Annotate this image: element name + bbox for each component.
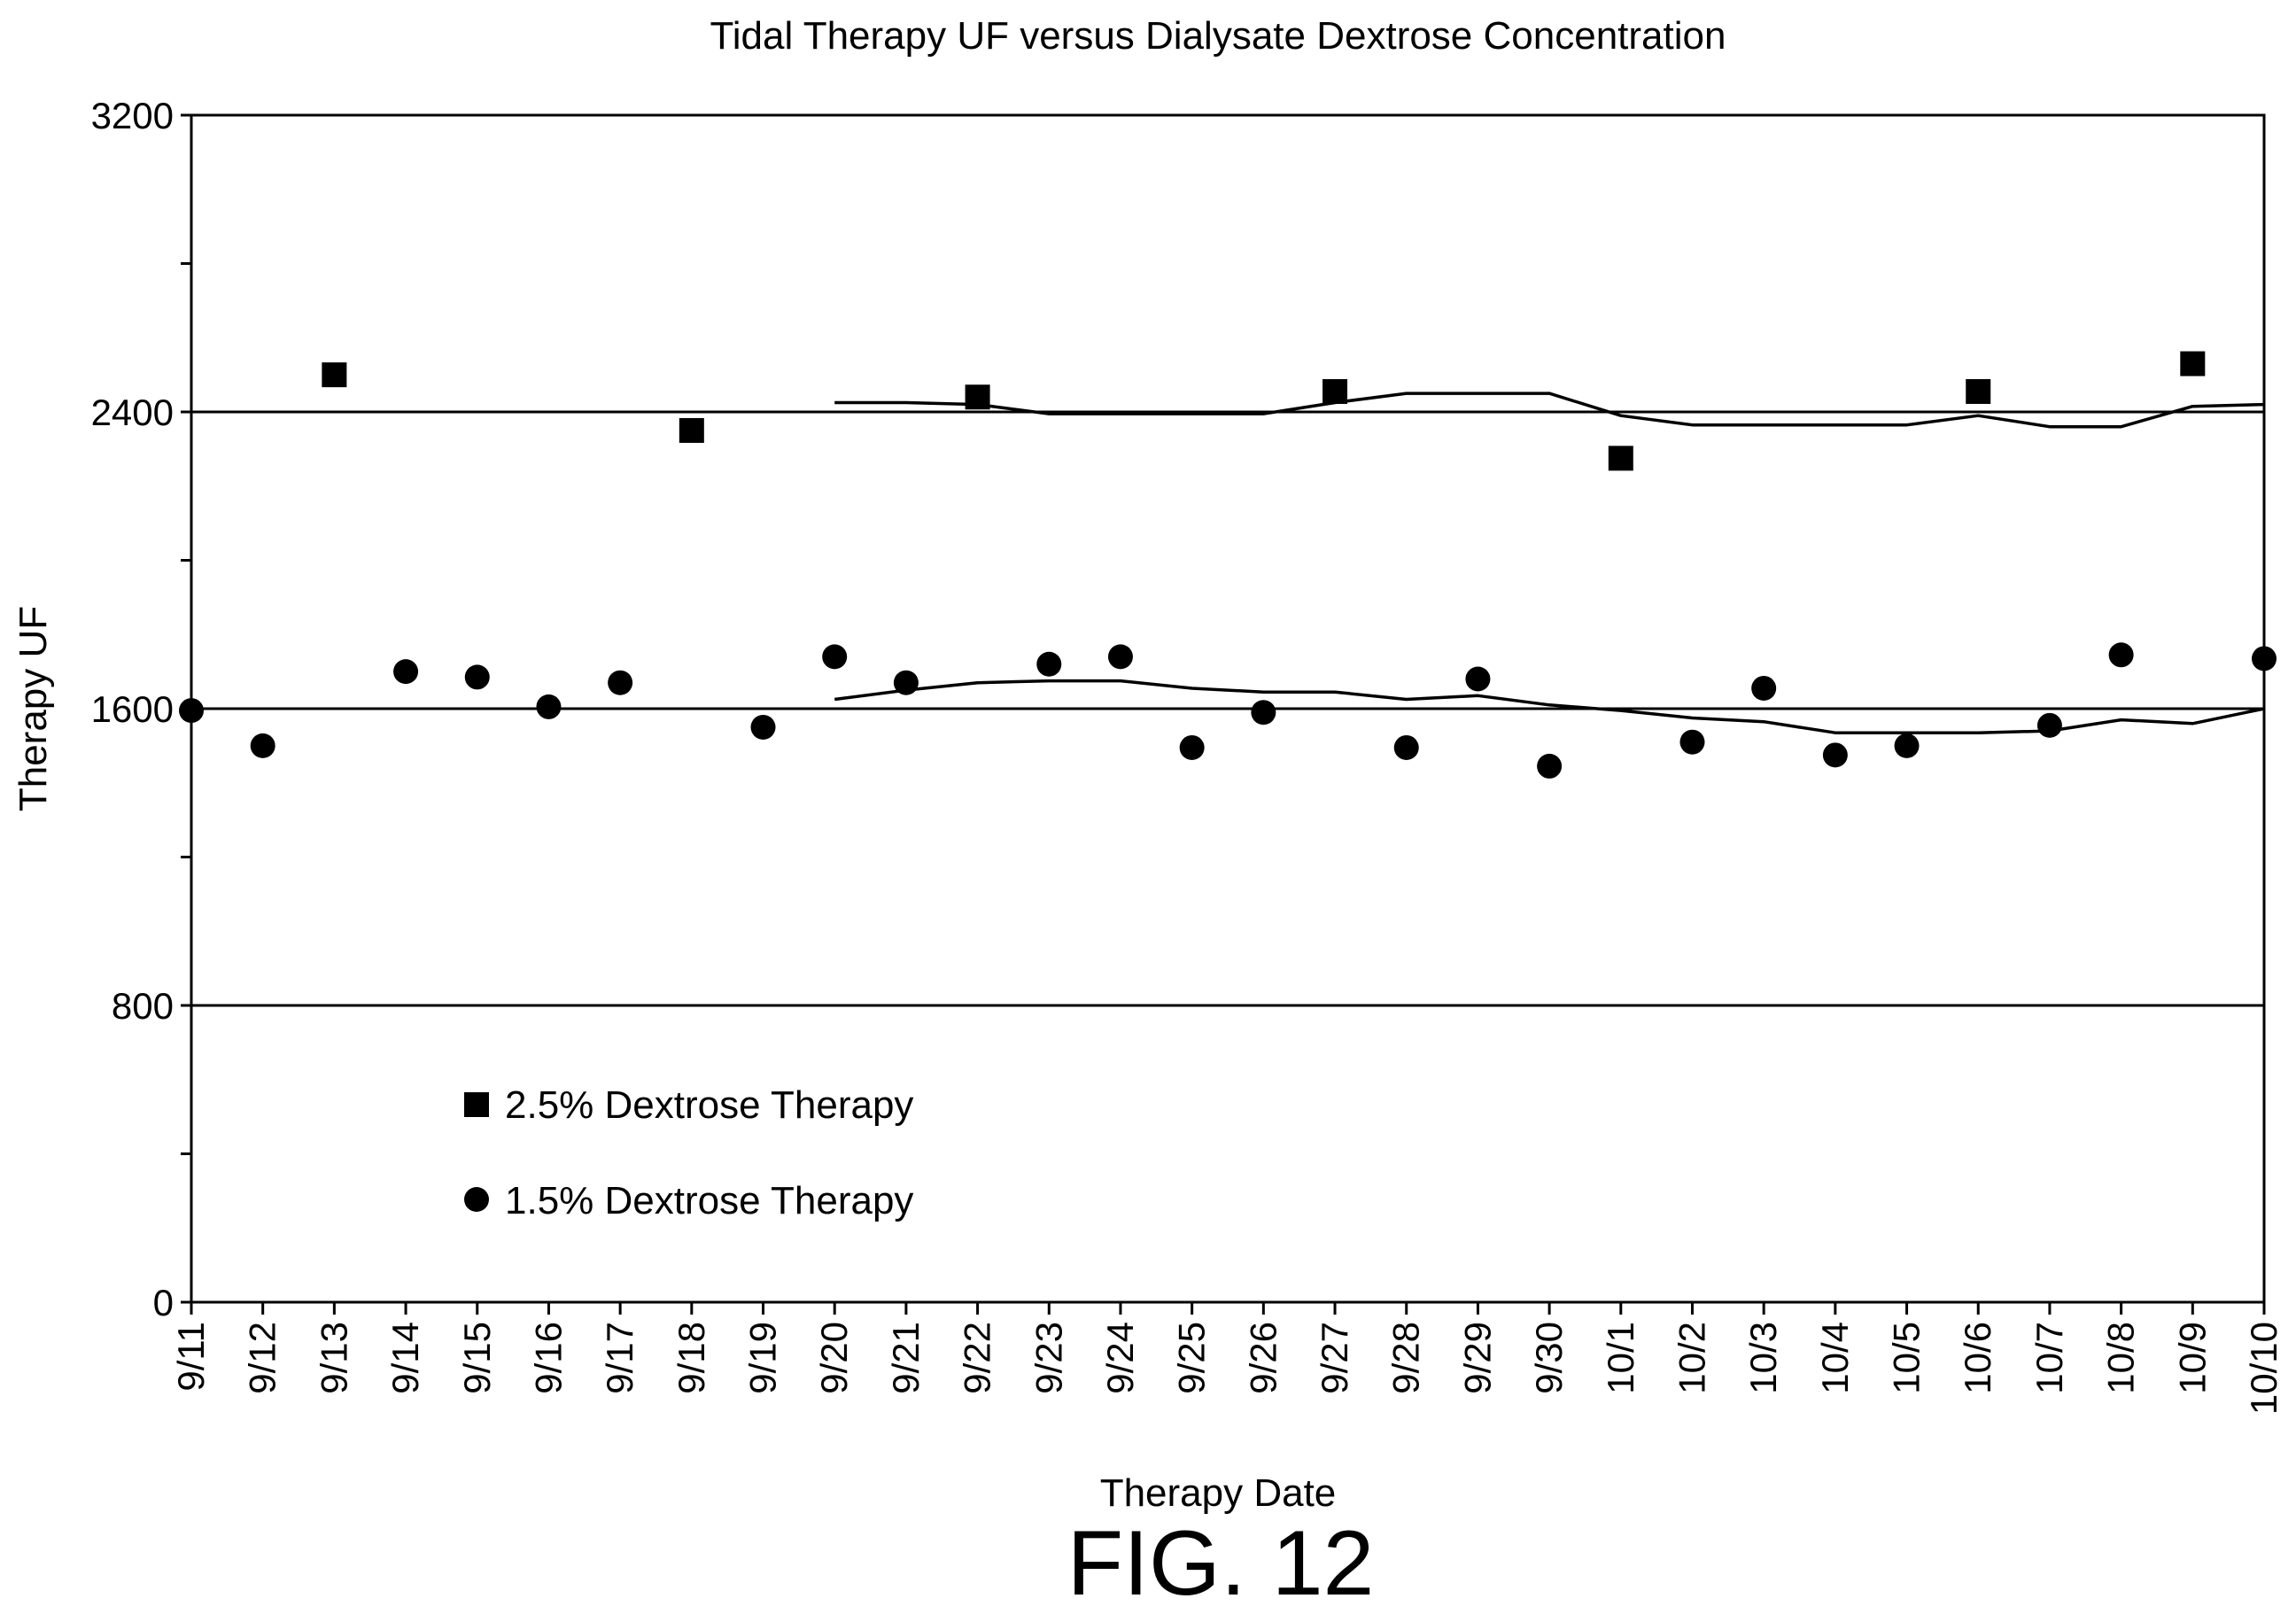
data-point-circle: [1393, 734, 1419, 760]
data-point-circle: [1894, 733, 1920, 758]
x-tick-label: 10/10: [2243, 1322, 2284, 1415]
data-point-circle: [1107, 644, 1133, 670]
data-point-circle: [608, 670, 633, 695]
legend-marker-square: [464, 1092, 489, 1117]
data-point-circle: [1537, 753, 1563, 779]
legend: 2.5% Dextrose Therapy 1.5% Dextrose Ther…: [464, 1083, 913, 1222]
legend-marker-circle: [464, 1187, 489, 1212]
data-point-circle: [893, 670, 919, 695]
reference-lines: [191, 410, 2264, 1007]
legend-label-2-5: 2.5% Dextrose Therapy: [505, 1083, 913, 1127]
x-tick-label: 9/29: [1456, 1322, 1498, 1394]
data-point-circle: [750, 714, 776, 740]
x-tick-label: 10/9: [2171, 1322, 2213, 1394]
x-axis-ticks: 9/11 9/12 9/13 9/14 9/15 9/16 9/17 9/18 9/19 9/20…: [170, 1302, 2284, 1415]
x-tick-label: 9/19: [742, 1322, 784, 1394]
data-point-circle: [2108, 642, 2134, 668]
figure-label: FIG. 12: [1067, 1512, 1375, 1614]
data-point-square: [1323, 378, 1348, 404]
data-points: [179, 351, 2277, 779]
x-tick-label: 9/30: [1528, 1322, 1570, 1394]
x-tick-label: 9/18: [671, 1322, 712, 1394]
x-tick-label: 9/25: [1171, 1322, 1213, 1394]
trend-line-2-5: [834, 392, 2265, 429]
x-tick-label: 9/13: [313, 1322, 354, 1394]
data-point-circle: [1751, 675, 1777, 701]
data-point-circle: [179, 698, 204, 724]
data-point-square: [322, 362, 347, 388]
x-tick-label: 9/28: [1385, 1322, 1427, 1394]
data-point-square: [679, 417, 704, 443]
x-tick-label: 9/24: [1099, 1322, 1141, 1394]
x-tick-label: 10/7: [2028, 1322, 2070, 1394]
x-tick-label: 9/17: [599, 1322, 640, 1394]
x-tick-label: 10/4: [1814, 1322, 1856, 1394]
trend-lines: [834, 392, 2265, 734]
x-tick-label: 10/3: [1742, 1322, 1784, 1394]
y-axis-label: Therapy UF: [12, 606, 55, 811]
x-tick-label: 10/8: [2100, 1322, 2142, 1394]
y-axis-ticks: 0 800 1600 2400 3200: [91, 95, 191, 1323]
trend-line-1-5: [834, 679, 2265, 734]
x-tick-label: 10/1: [1600, 1322, 1641, 1394]
data-point-circle: [2252, 646, 2277, 671]
data-point-circle: [1036, 651, 1062, 677]
data-point-circle: [250, 733, 275, 758]
x-tick-label: 9/21: [885, 1322, 927, 1394]
data-point-circle: [1179, 734, 1205, 760]
data-point-circle: [2036, 712, 2062, 738]
legend-label-1-5: 1.5% Dextrose Therapy: [505, 1179, 913, 1222]
data-point-circle: [822, 644, 848, 670]
x-axis-label: Therapy Date: [1100, 1471, 1337, 1515]
chart-title: Tidal Therapy UF versus Dialysate Dextro…: [710, 14, 1726, 58]
y-tick-label: 2400: [91, 392, 174, 433]
data-point-circle: [1679, 729, 1705, 755]
data-point-circle: [393, 659, 419, 685]
x-tick-label: 9/16: [527, 1322, 569, 1394]
x-tick-label: 9/27: [1314, 1322, 1355, 1394]
x-tick-label: 9/22: [957, 1322, 998, 1394]
data-point-circle: [464, 664, 490, 690]
x-tick-label: 10/2: [1671, 1322, 1712, 1394]
data-point-circle: [1465, 666, 1491, 692]
data-point-square: [1966, 378, 1991, 404]
y-tick-label: 3200: [91, 95, 174, 136]
x-tick-label: 9/15: [456, 1322, 498, 1394]
x-tick-label: 9/12: [242, 1322, 283, 1394]
x-tick-label: 9/23: [1028, 1322, 1069, 1394]
x-tick-label: 9/26: [1242, 1322, 1284, 1394]
y-tick-label: 1600: [91, 688, 174, 730]
x-tick-label: 9/14: [384, 1322, 426, 1394]
y-tick-label: 0: [153, 1282, 174, 1323]
data-point-square: [1608, 446, 1633, 471]
data-point-square: [965, 384, 990, 410]
y-tick-label: 800: [112, 985, 174, 1027]
x-tick-label: 9/11: [170, 1322, 212, 1392]
x-tick-label: 10/6: [1957, 1322, 1998, 1394]
x-tick-label: 10/5: [1886, 1322, 1928, 1394]
data-point-square: [2180, 351, 2206, 376]
data-point-circle: [1822, 742, 1848, 768]
x-tick-label: 9/20: [813, 1322, 855, 1394]
data-point-circle: [536, 694, 562, 719]
data-point-circle: [1251, 700, 1276, 726]
